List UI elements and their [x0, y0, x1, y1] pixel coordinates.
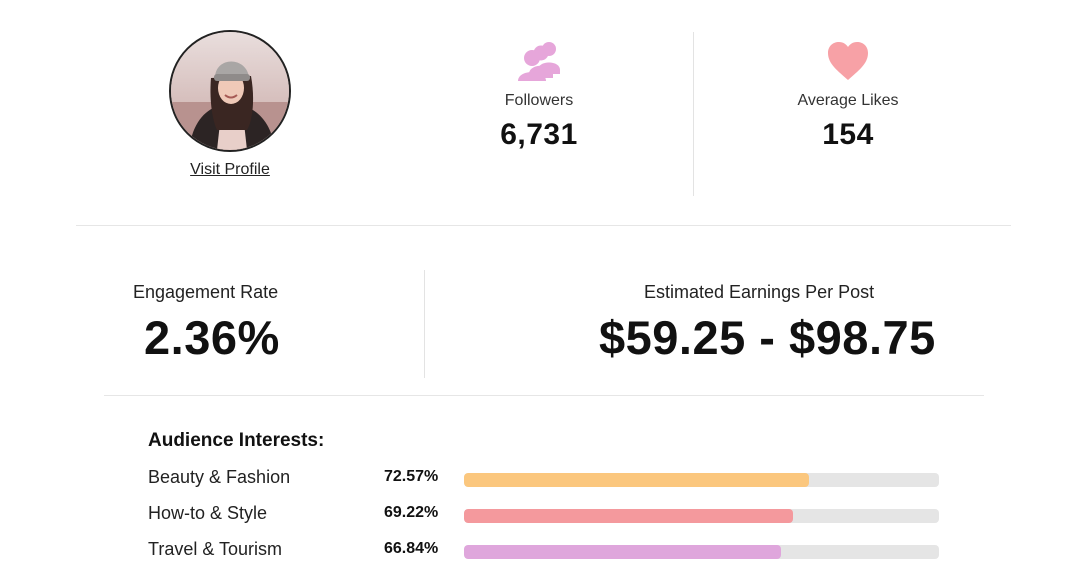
profile-photo — [171, 32, 289, 150]
interest-bar-fill — [464, 545, 782, 559]
interest-name: How-to & Style — [148, 503, 268, 523]
interest-percent: 69.22% — [384, 504, 439, 521]
interest-bar-track — [464, 473, 939, 487]
group-icon — [518, 42, 560, 81]
top-stats-row: Visit Profile Followers 6,731 Average Li… — [0, 0, 1083, 226]
followers-label: Followers — [504, 92, 574, 109]
average-likes-label: Average Likes — [797, 92, 899, 109]
interest-percent: 66.84% — [384, 540, 439, 557]
interest-bar-fill — [464, 473, 809, 487]
earnings-value: $59.25 - $98.75 — [599, 311, 936, 364]
visit-profile-link[interactable]: Visit Profile — [190, 161, 270, 178]
followers-stat: Followers 6,731 — [479, 40, 599, 152]
interest-row: How-to & Style 69.22% — [148, 503, 948, 527]
metrics-divider — [424, 270, 425, 378]
interest-bar-track — [464, 545, 939, 559]
audience-interests-title: Audience Interests: — [148, 430, 325, 451]
profile-block: Visit Profile — [166, 30, 294, 179]
earnings-label: Estimated Earnings Per Post — [644, 282, 875, 302]
interest-bar-fill — [464, 509, 793, 523]
interest-row: Beauty & Fashion 72.57% — [148, 467, 948, 491]
interest-name: Travel & Tourism — [148, 539, 283, 559]
interest-name: Beauty & Fashion — [148, 467, 291, 487]
top-divider — [693, 32, 694, 196]
engagement-rate-label: Engagement Rate — [133, 282, 279, 302]
followers-value: 6,731 — [500, 118, 578, 151]
interest-percent: 72.57% — [384, 468, 439, 485]
engagement-rate-value: 2.36% — [144, 311, 280, 364]
section-divider-top — [76, 225, 1011, 226]
average-likes-value: 154 — [822, 118, 874, 151]
interest-bar-track — [464, 509, 939, 523]
avatar[interactable] — [169, 30, 291, 152]
heart-icon — [828, 42, 868, 80]
interest-row: Travel & Tourism 66.84% — [148, 539, 948, 563]
average-likes-stat: Average Likes 154 — [778, 40, 918, 152]
section-divider-bottom — [104, 395, 984, 396]
